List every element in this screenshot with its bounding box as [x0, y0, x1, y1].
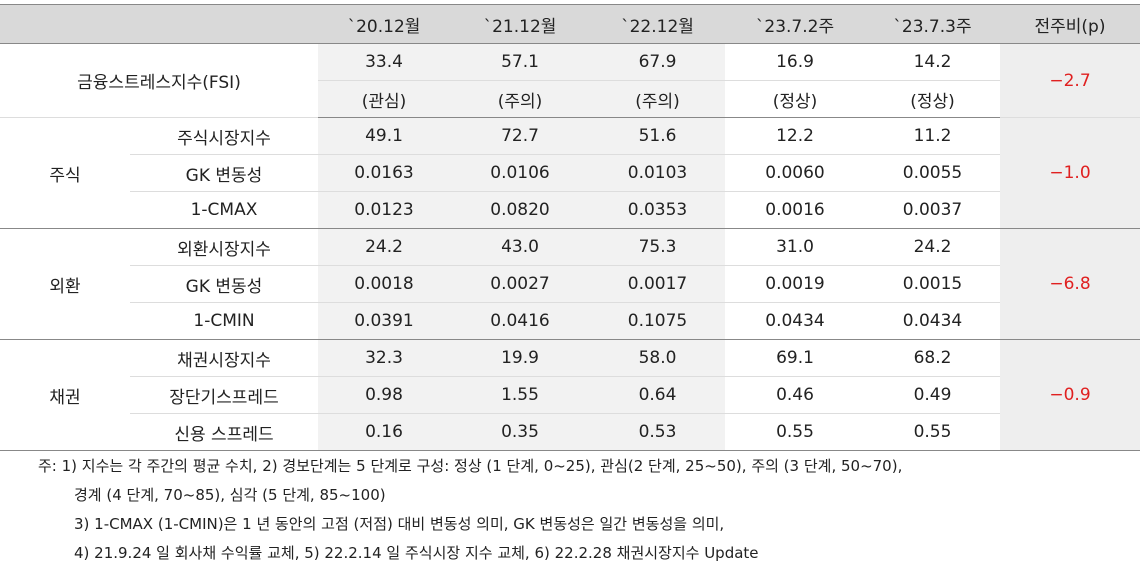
value-cell: 0.64	[590, 376, 725, 414]
value-cell: 0.53	[590, 413, 725, 451]
level-cell: (정상)	[865, 80, 1000, 118]
value-cell: 0.0017	[590, 265, 725, 303]
value-cell: 0.16	[318, 413, 450, 451]
value-cell: 49.1	[318, 117, 450, 155]
level-cell: (관심)	[318, 80, 450, 118]
row-label: 1-CMIN	[130, 302, 318, 340]
fsi-level-row: (관심) (주의) (주의) (정상) (정상)	[0, 80, 1140, 118]
row-label: 장단기스프레드	[130, 376, 318, 414]
value-cell: 0.55	[865, 413, 1000, 451]
group-label: 외환	[0, 228, 130, 340]
value-cell: 0.0015	[865, 265, 1000, 303]
value-cell: 51.6	[590, 117, 725, 155]
value-cell: 72.7	[450, 117, 590, 155]
group-label: 채권	[0, 339, 130, 451]
value-cell: 24.2	[865, 228, 1000, 266]
header-row: `20.12월 `21.12월 `22.12월 `23.7.2주 `23.7.3주 전주비…	[0, 4, 1140, 44]
data-row: GK 변동성 0.0018 0.0027 0.0017 0.0019 0.0015	[0, 265, 1140, 303]
value-cell: 11.2	[865, 117, 1000, 155]
note-line: 경계 (4 단계, 70~85), 심각 (5 단계, 85~100)	[74, 486, 386, 504]
value-cell: 32.3	[318, 339, 450, 377]
change-cell: −2.7	[1000, 43, 1140, 118]
fsi-table: `20.12월 `21.12월 `22.12월 `23.7.2주 `23.7.3주 전주비…	[0, 4, 1140, 451]
value-cell: 0.0103	[590, 154, 725, 192]
value-cell: 14.2	[865, 43, 1000, 81]
column-header: `21.12월	[450, 4, 590, 44]
value-cell: 0.0106	[450, 154, 590, 192]
data-row: 1-CMAX 0.0123 0.0820 0.0353 0.0016 0.0037	[0, 191, 1140, 229]
row-label: 1-CMAX	[130, 191, 318, 229]
fsi-row: 금융스트레스지수(FSI) 33.4 57.1 67.9 16.9 14.2 −2.7	[0, 43, 1140, 118]
level-cell: (주의)	[590, 80, 725, 118]
row-label: 신용 스프레드	[130, 413, 318, 451]
level-cell: (주의)	[450, 80, 590, 118]
value-cell: 0.0027	[450, 265, 590, 303]
value-cell: 0.0820	[450, 191, 590, 229]
value-cell: 43.0	[450, 228, 590, 266]
row-label: 외환시장지수	[130, 228, 318, 266]
group-label: 주식	[0, 117, 130, 229]
level-cell: (정상)	[725, 80, 865, 118]
value-cell: 0.55	[725, 413, 865, 451]
value-cell: 0.0016	[725, 191, 865, 229]
value-cell: 0.0434	[865, 302, 1000, 340]
row-label: GK 변동성	[130, 265, 318, 303]
data-row: 1-CMIN 0.0391 0.0416 0.1075 0.0434 0.0434	[0, 302, 1140, 340]
column-header: 전주비(p)	[1000, 4, 1140, 44]
row-label: GK 변동성	[130, 154, 318, 192]
value-cell: 24.2	[318, 228, 450, 266]
data-row: 외환 외환시장지수 24.2 43.0 75.3 31.0 24.2 −6.8	[0, 228, 1140, 340]
column-header: `22.12월	[590, 4, 725, 44]
change-cell: −0.9	[1000, 339, 1140, 451]
value-cell: 0.35	[450, 413, 590, 451]
value-cell: 0.0055	[865, 154, 1000, 192]
value-cell: 0.0353	[590, 191, 725, 229]
value-cell: 12.2	[725, 117, 865, 155]
value-cell: 0.0123	[318, 191, 450, 229]
value-cell: 1.55	[450, 376, 590, 414]
value-cell: 0.0163	[318, 154, 450, 192]
value-cell: 0.0037	[865, 191, 1000, 229]
change-cell: −1.0	[1000, 117, 1140, 229]
notes: 주: 1) 지수는 각 주간의 평균 수치, 2) 경보단계는 5 단계로 구성…	[38, 452, 902, 568]
value-cell: 0.46	[725, 376, 865, 414]
note-line: 주: 1) 지수는 각 주간의 평균 수치, 2) 경보단계는 5 단계로 구성…	[38, 457, 903, 475]
value-cell: 0.0416	[450, 302, 590, 340]
value-cell: 16.9	[725, 43, 865, 81]
column-header: `23.7.2주	[725, 4, 865, 44]
value-cell: 33.4	[318, 43, 450, 81]
corner-cell	[0, 4, 318, 44]
value-cell: 0.0060	[725, 154, 865, 192]
row-label: 금융스트레스지수(FSI)	[0, 43, 318, 118]
row-label: 채권시장지수	[130, 339, 318, 377]
value-cell: 0.49	[865, 376, 1000, 414]
value-cell: 58.0	[590, 339, 725, 377]
note-line: 4) 21.9.24 일 회사채 수익률 교체, 5) 22.2.14 일 주식…	[74, 544, 759, 562]
value-cell: 75.3	[590, 228, 725, 266]
value-cell: 19.9	[450, 339, 590, 377]
value-cell: 0.98	[318, 376, 450, 414]
value-cell: 0.0018	[318, 265, 450, 303]
data-row: GK 변동성 0.0163 0.0106 0.0103 0.0060 0.0055	[0, 154, 1140, 192]
value-cell: 31.0	[725, 228, 865, 266]
value-cell: 57.1	[450, 43, 590, 81]
data-row: 채권 채권시장지수 32.3 19.9 58.0 69.1 68.2 −0.9	[0, 339, 1140, 451]
data-row: 주식 주식시장지수 49.1 72.7 51.6 12.2 11.2 −1.0	[0, 117, 1140, 229]
value-cell: 0.0391	[318, 302, 450, 340]
value-cell: 0.1075	[590, 302, 725, 340]
column-header: `23.7.3주	[865, 4, 1000, 44]
note-line: 3) 1-CMAX (1-CMIN)은 1 년 동안의 고점 (저점) 대비 변…	[74, 515, 725, 533]
column-header: `20.12월	[318, 4, 450, 44]
value-cell: 0.0019	[725, 265, 865, 303]
value-cell: 69.1	[725, 339, 865, 377]
value-cell: 68.2	[865, 339, 1000, 377]
data-row: 장단기스프레드 0.98 1.55 0.64 0.46 0.49	[0, 376, 1140, 414]
value-cell: 67.9	[590, 43, 725, 81]
data-row: 신용 스프레드 0.16 0.35 0.53 0.55 0.55	[0, 413, 1140, 451]
row-label: 주식시장지수	[130, 117, 318, 155]
value-cell: 0.0434	[725, 302, 865, 340]
change-cell: −6.8	[1000, 228, 1140, 340]
